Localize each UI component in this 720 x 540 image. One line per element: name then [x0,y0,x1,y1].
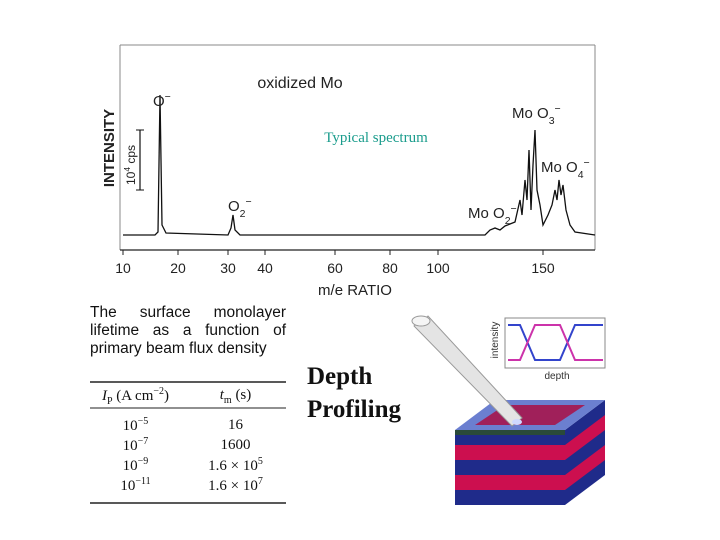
text-part: O [153,93,165,110]
ion-beam [411,315,431,327]
text-part: O [228,198,240,215]
block-layer [455,445,565,460]
table-row: 10−9 1.6 × 105 [88,455,288,475]
text-part: 1.6 × 10 [208,477,258,494]
table-row: 10−5 16 [88,415,288,435]
scale-label: 104 cps [122,145,138,185]
table: IP (A cm−2) tm (s) 10−5 16 10−7 1600 10−9 1.6 ×… [88,385,288,495]
text-part: t [219,386,224,403]
inset-y-label: intensity [490,322,501,359]
table-row: 10−7 1600 [88,435,288,455]
text-part: ) [164,387,170,404]
text-part: (s) [231,386,252,403]
text-part: −11 [135,475,151,487]
x-tick-label: 40 [257,260,273,276]
block-side [565,445,605,490]
block-side [565,415,605,460]
x-tick-label: 30 [220,260,236,276]
table-cell: 10−9 [88,456,183,475]
spectrum-caption: Typical spectrum [324,130,428,146]
table-cell: 1.6 × 105 [183,456,288,475]
text-part: −7 [137,435,149,447]
text-part: 10 [120,477,136,494]
text-part: 10 [122,417,138,434]
text-part: cps [124,145,138,167]
text-part: − [246,196,252,208]
beam-spot [512,419,522,425]
peak-label: Mo O4− [541,157,590,181]
table-cell: 16 [183,417,288,434]
text-part: 2 [505,215,511,227]
table-row: 10−11 1.6 × 107 [88,475,288,495]
spectrum-trace [123,94,596,236]
peak-label: Mo O2− [468,203,517,227]
x-label: m/e RATIO [318,282,392,299]
header-cell: IP (A cm−2) [88,386,183,407]
text-part: − [584,157,590,169]
table-cell: 10−7 [88,436,183,455]
inset-curve [508,324,603,361]
text-part: 16 [228,416,243,433]
table-cell: 1.6 × 107 [183,476,288,495]
block-front [455,430,565,505]
text-part: 4 [578,169,584,181]
text-part: 10 [122,457,138,474]
text-part: −5 [137,415,149,427]
x-tick-label: 80 [382,260,398,276]
block-layer [455,430,565,435]
text-part: 10 [122,437,138,454]
text-part: 5 [257,455,263,467]
text-part: − [165,91,171,103]
block-layer [455,475,565,490]
peak-label: O2− [228,196,252,220]
y-label: INTENSITY [101,109,118,187]
text-part: (A cm [112,387,154,404]
x-tick-label: 100 [426,260,450,276]
table-cell: 10−5 [88,416,183,435]
text-part: m [223,394,232,406]
x-tick-label: 20 [170,260,186,276]
text-part: − [555,103,561,115]
x-tick-label: 150 [531,260,555,276]
depth-title: Depth Profiling [307,363,401,423]
inset-x-label: depth [544,371,569,382]
table-header: IP (A cm−2) tm (s) [88,385,288,407]
x-tick-label: 10 [115,260,131,276]
text-part: −2 [153,385,165,397]
text-part: 10 [124,171,138,185]
text-part: 4 [122,167,132,172]
text-part: 2 [240,208,246,220]
table-caption: The surface monolayer lifetime as a func… [90,304,286,357]
peak-label: O− [153,91,171,110]
spectrum-title: oxidized Mo [257,75,342,92]
header-cell: tm (s) [183,387,288,406]
table-cell: 1600 [183,437,288,454]
text-part: 1.6 × 10 [208,457,258,474]
text-part: 7 [257,475,263,487]
peak-label: Mo O3− [512,103,561,127]
text-part: 1600 [220,436,251,453]
table-cell: 10−11 [88,476,183,495]
text-part: Mo O [541,159,578,176]
text-part: Mo O [512,105,549,122]
inset-curve [508,324,603,361]
text-part: P [106,395,113,407]
text-part: −9 [137,455,149,467]
x-tick-label: 60 [327,260,343,276]
text-part: Mo O [468,205,505,222]
text-part: − [511,203,517,215]
spacer [88,407,288,415]
text-part: I [101,387,107,404]
text-part: 3 [549,115,555,127]
